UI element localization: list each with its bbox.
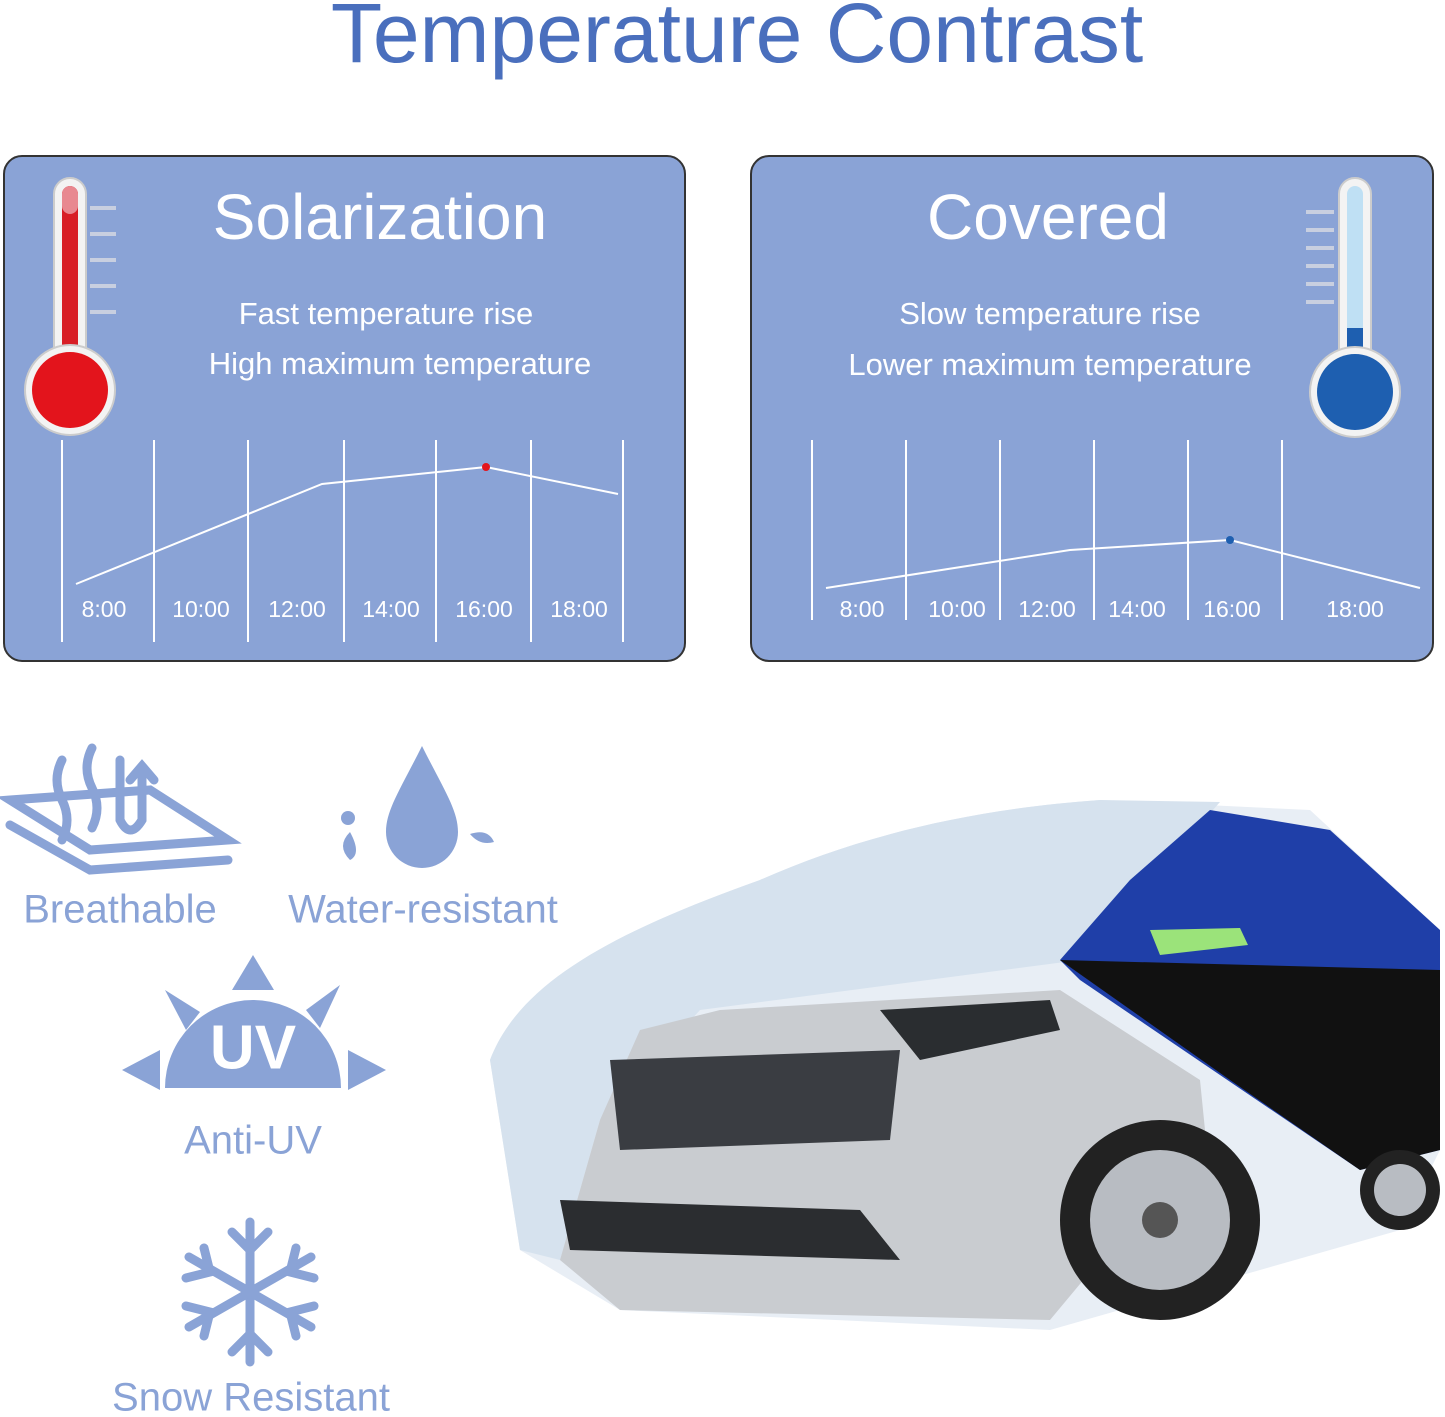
time-label: 16:00 xyxy=(1203,596,1261,622)
panel-line: Fast temperature rise xyxy=(239,296,534,331)
feature-label: Water-resistant xyxy=(288,888,558,932)
time-label: 12:00 xyxy=(1018,596,1076,622)
thermometer xyxy=(24,177,116,436)
trend-line xyxy=(825,538,1421,589)
panel-line: Slow temperature rise xyxy=(899,296,1201,331)
chart-grid xyxy=(811,440,1283,620)
time-label: 14:00 xyxy=(1108,596,1166,622)
time-label: 8:00 xyxy=(840,596,885,622)
thermometer xyxy=(1306,177,1401,438)
panel-title: Solarization xyxy=(213,181,547,253)
time-label: 10:00 xyxy=(928,596,986,622)
time-label: 16:00 xyxy=(455,596,513,622)
time-label: 12:00 xyxy=(268,596,326,622)
water-icon xyxy=(341,746,494,868)
time-label: 8:00 xyxy=(82,596,127,622)
time-label: 14:00 xyxy=(362,596,420,622)
time-label: 18:00 xyxy=(1326,596,1384,622)
peak-dot xyxy=(482,463,490,471)
trend-line xyxy=(75,465,619,585)
car-illustration xyxy=(490,800,1440,1330)
panel-line: Lower maximum temperature xyxy=(848,347,1251,382)
uv-icon: UV xyxy=(122,955,386,1090)
time-label: 10:00 xyxy=(172,596,230,622)
uv-label: UV xyxy=(210,1013,296,1082)
feature-label: Snow Resistant xyxy=(112,1376,390,1417)
feature-label: Anti-UV xyxy=(184,1119,322,1163)
panel-title: Covered xyxy=(927,181,1169,253)
feature-label: Breathable xyxy=(23,888,216,932)
panel xyxy=(750,155,1434,662)
title: Temperature Contrast xyxy=(331,0,1143,80)
panel xyxy=(3,155,686,662)
time-label: 18:00 xyxy=(550,596,608,622)
panel-line: High maximum temperature xyxy=(209,346,591,381)
snow-icon xyxy=(181,1217,319,1367)
chart-grid xyxy=(61,440,624,642)
breathable-icon xyxy=(0,743,242,875)
peak-dot xyxy=(1226,536,1234,544)
